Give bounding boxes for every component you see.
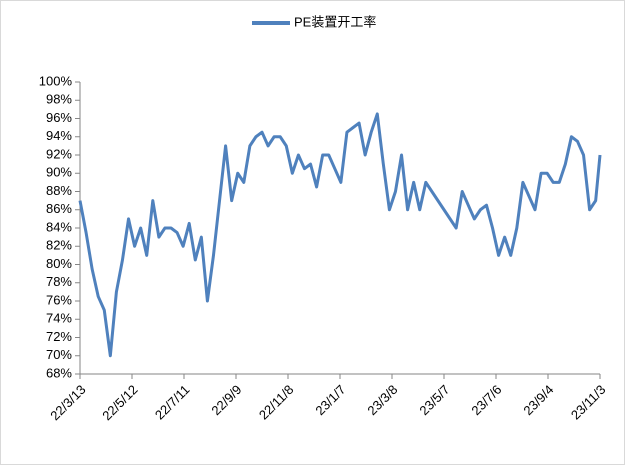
y-tick-label: 70% <box>46 347 72 362</box>
y-tick-label: 68% <box>46 365 72 380</box>
y-tick-label: 82% <box>46 238 72 253</box>
y-tick-label: 98% <box>46 92 72 107</box>
y-tick-label: 94% <box>46 128 72 143</box>
y-tick-label: 74% <box>46 311 72 326</box>
y-tick-label: 80% <box>46 256 72 271</box>
y-tick-label: 88% <box>46 183 72 198</box>
y-tick-label: 92% <box>46 146 72 161</box>
y-tick-label: 100% <box>39 73 73 88</box>
y-tick-label: 76% <box>46 292 72 307</box>
y-tick-label: 78% <box>46 274 72 289</box>
y-tick-label: 90% <box>46 165 72 180</box>
y-tick-label: 96% <box>46 110 72 125</box>
y-tick-label: 86% <box>46 201 72 216</box>
y-tick-label: 84% <box>46 219 72 234</box>
legend-label: PE装置开工率 <box>294 14 376 29</box>
series-line <box>78 112 602 358</box>
y-tick-label: 72% <box>46 329 72 344</box>
